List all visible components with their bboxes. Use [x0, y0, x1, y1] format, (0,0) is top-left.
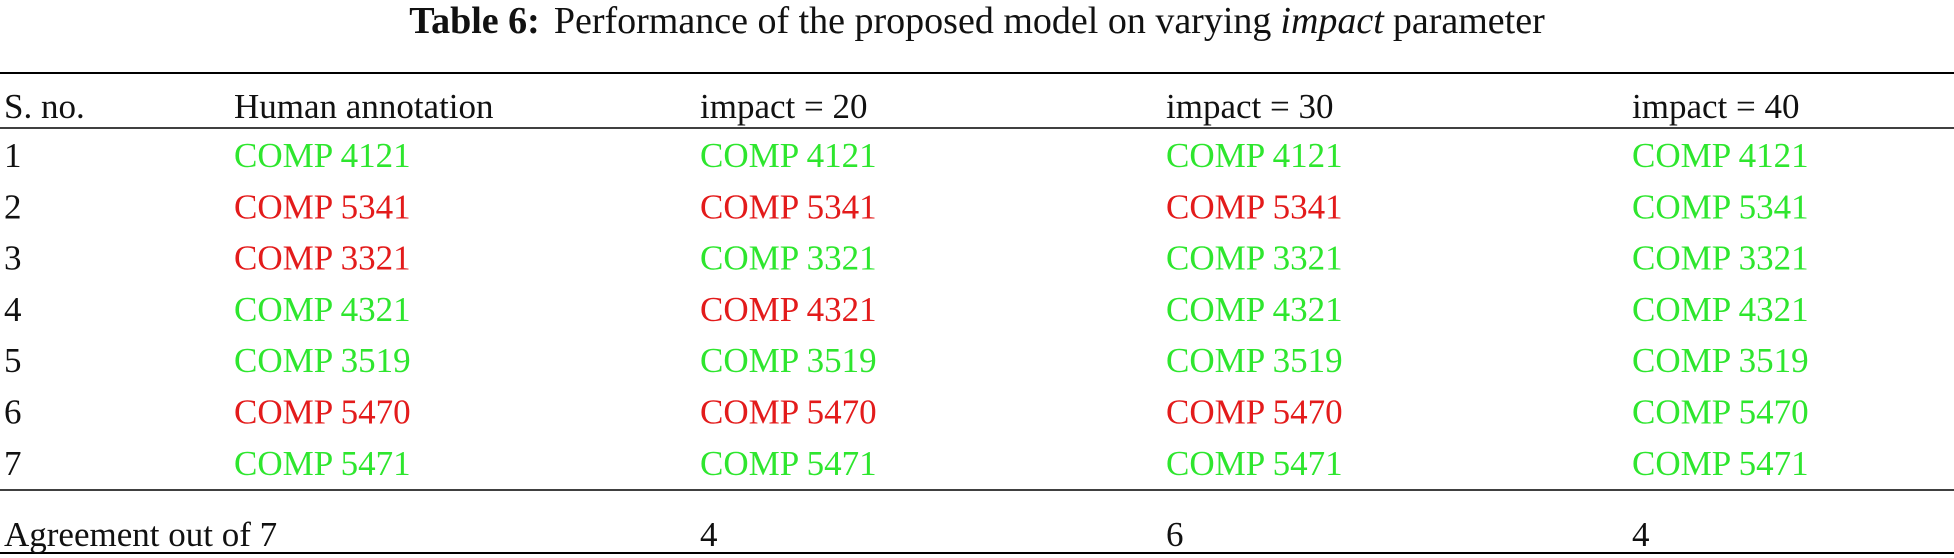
course-code: COMP 4321	[234, 290, 411, 329]
column-header: impact = 20	[700, 87, 867, 126]
course-code: COMP 3519	[1166, 341, 1343, 380]
row-number: 4	[4, 290, 22, 329]
course-code: COMP 3519	[1632, 341, 1809, 380]
column-header: Human annotation	[234, 87, 494, 126]
course-code: COMP 3321	[1632, 239, 1809, 278]
course-code: COMP 3519	[700, 341, 877, 380]
course-code: COMP 4121	[234, 136, 411, 175]
course-code: COMP 3321	[1166, 239, 1343, 278]
column-header: impact = 40	[1632, 87, 1799, 126]
course-code: COMP 4121	[1632, 136, 1809, 175]
course-code: COMP 3321	[234, 239, 411, 278]
course-code: COMP 5470	[700, 393, 877, 432]
course-code: COMP 5471	[234, 444, 411, 483]
course-code: COMP 4121	[1166, 136, 1343, 175]
caption-text: Performance of the proposed model on var…	[554, 0, 1272, 42]
agreement-count: 4	[700, 515, 718, 554]
column-header: S. no.	[4, 87, 85, 126]
column-header: impact = 30	[1166, 87, 1333, 126]
caption-label: Table 6:	[409, 0, 540, 42]
course-code: COMP 5341	[234, 187, 411, 226]
row-number: 1	[4, 136, 22, 175]
course-code: COMP 5471	[700, 444, 877, 483]
caption: Table 6: Performance of the proposed mode…	[409, 0, 1545, 42]
agreement-count: 4	[1632, 515, 1650, 554]
row-number: 6	[4, 393, 22, 432]
course-code: COMP 5471	[1632, 444, 1809, 483]
course-code: COMP 5470	[234, 393, 411, 432]
course-code: COMP 4321	[1166, 290, 1343, 329]
course-code: COMP 5341	[700, 187, 877, 226]
course-code: COMP 3519	[234, 341, 411, 380]
row-number: 3	[4, 239, 22, 278]
course-code: COMP 4321	[700, 290, 877, 329]
caption-emphasis: impact	[1280, 0, 1385, 42]
course-code: COMP 4321	[1632, 290, 1809, 329]
course-code: COMP 5341	[1632, 187, 1809, 226]
course-code: COMP 4121	[700, 136, 877, 175]
course-code: COMP 5470	[1166, 393, 1343, 432]
course-code: COMP 5341	[1166, 187, 1343, 226]
course-code: COMP 5471	[1166, 444, 1343, 483]
row-number: 7	[4, 444, 22, 483]
row-number: 5	[4, 341, 22, 380]
agreement-count: 6	[1166, 515, 1184, 554]
footer-label: Agreement out of 7	[4, 515, 277, 554]
course-code: COMP 5470	[1632, 393, 1809, 432]
course-code: COMP 3321	[700, 239, 877, 278]
row-number: 2	[4, 187, 22, 226]
caption-text: parameter	[1393, 0, 1545, 42]
